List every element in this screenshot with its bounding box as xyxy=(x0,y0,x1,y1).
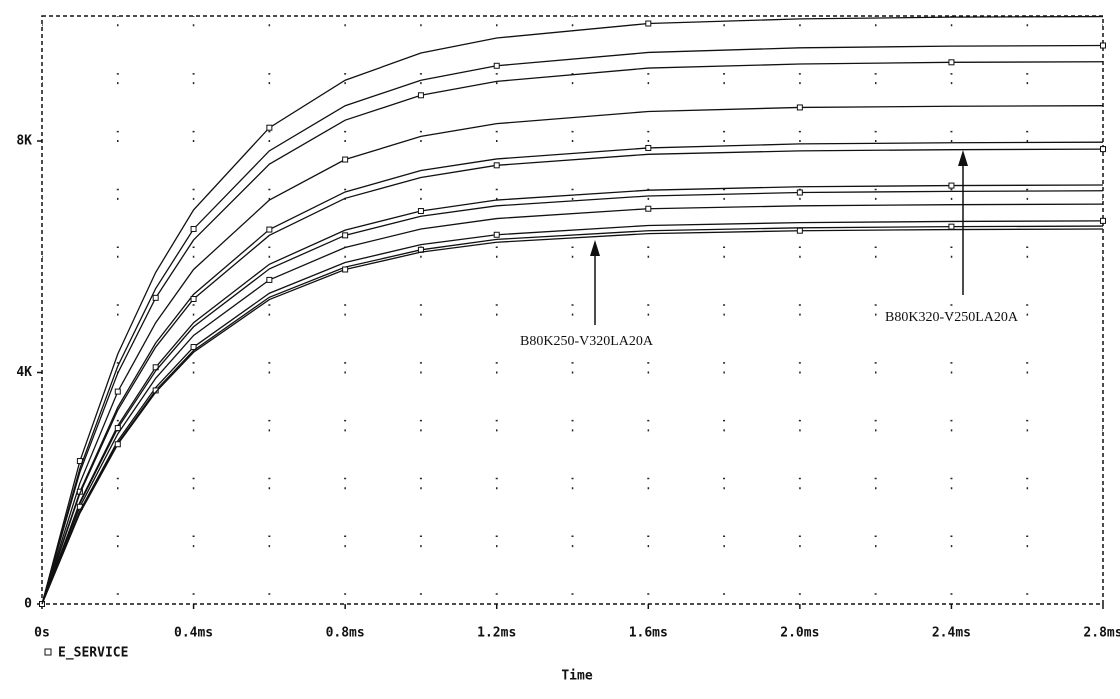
series-marker xyxy=(493,62,500,69)
series-marker xyxy=(190,225,197,232)
series-marker xyxy=(152,294,159,301)
series-line xyxy=(41,44,1104,605)
series-line xyxy=(41,61,1104,605)
series-marker xyxy=(796,104,803,111)
y-tick-label: 8K xyxy=(16,134,32,149)
y-tick-label: 0 xyxy=(24,597,32,612)
x-axis-label: Time xyxy=(561,669,592,684)
series-marker xyxy=(1100,42,1106,49)
series-marker xyxy=(114,425,121,432)
x-tick-label: 1.6ms xyxy=(629,626,668,641)
series-marker xyxy=(266,276,273,283)
x-tick-label: 0.8ms xyxy=(326,626,365,641)
series-marker xyxy=(1100,146,1106,153)
series-line xyxy=(41,190,1104,605)
series-marker xyxy=(417,208,424,215)
x-tick-label: 2.8ms xyxy=(1083,626,1120,641)
series-line xyxy=(41,15,1104,605)
x-tick-label: 0s xyxy=(34,626,50,641)
series-marker xyxy=(266,124,273,131)
series-line xyxy=(41,220,1104,605)
series-marker xyxy=(796,227,803,234)
series-marker xyxy=(417,92,424,99)
x-tick-label: 2.4ms xyxy=(932,626,971,641)
x-tick-label: 1.2ms xyxy=(477,626,516,641)
series-marker xyxy=(114,441,121,448)
arrow-head xyxy=(590,240,600,256)
series-marker xyxy=(114,388,121,395)
annotation: B80K320-V250LA20A xyxy=(885,310,1019,325)
series-marker xyxy=(493,162,500,169)
series-marker xyxy=(342,266,349,273)
series-line xyxy=(41,225,1104,605)
series-line xyxy=(41,141,1104,605)
plot-border xyxy=(41,15,1104,605)
series-line xyxy=(41,105,1104,605)
x-tick-label: 2.0ms xyxy=(780,626,819,641)
series-marker xyxy=(796,189,803,196)
series-marker xyxy=(266,226,273,233)
series-line xyxy=(41,203,1104,605)
legend-label: E_SERVICE xyxy=(58,646,128,661)
arrow-head xyxy=(958,150,968,166)
series-marker xyxy=(645,144,652,151)
series-line xyxy=(41,148,1104,605)
series-marker xyxy=(948,182,955,189)
legend-symbol xyxy=(44,648,52,656)
x-tick-label: 0.4ms xyxy=(174,626,213,641)
series-marker xyxy=(493,231,500,238)
series-marker xyxy=(190,296,197,303)
series-marker xyxy=(342,156,349,163)
series-line xyxy=(41,228,1104,605)
series-marker xyxy=(645,205,652,212)
series-marker xyxy=(342,232,349,239)
series-marker xyxy=(948,223,955,230)
annotation: B80K250-V320LA20A xyxy=(520,334,654,349)
series-marker xyxy=(1100,217,1106,224)
series-marker xyxy=(190,344,197,351)
y-tick-label: 4K xyxy=(16,365,32,380)
series-marker xyxy=(645,20,652,27)
series-marker xyxy=(948,59,955,66)
